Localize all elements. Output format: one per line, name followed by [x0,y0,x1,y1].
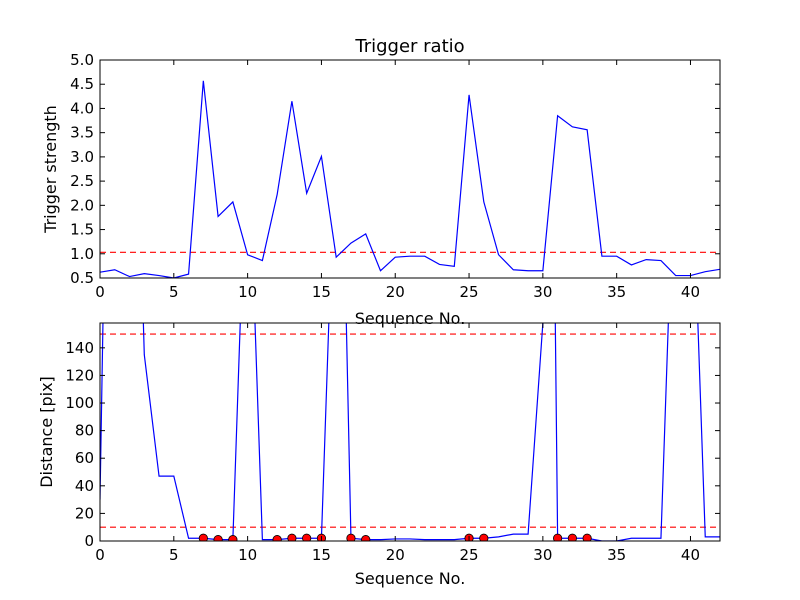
trigger-ratio-chart: Trigger ratio 0 5 10 15 20 25 30 35 40 0.5 1.0 1.5 2… [41,36,721,328]
data-point-marker [213,535,223,541]
y-tick-label: 1.5 [70,221,94,239]
x-tick-label: 10 [238,283,257,301]
x-tick-label: 25 [460,283,479,301]
y-tick-label: 2.0 [70,196,94,214]
data-point-marker [582,533,592,541]
x-tick-label: 35 [607,546,626,564]
data-point-marker [567,533,577,541]
x-tick-label: 30 [533,546,552,564]
x-tick-label: 20 [386,283,405,301]
y-tick-label: 20 [75,504,94,522]
x-tick-label: 40 [681,283,700,301]
data-point-marker [272,535,282,541]
axes-frame [99,59,721,279]
y-tick-label: 60 [75,449,94,467]
y-axis-label: Distance [pix] [37,376,56,488]
x-tick-label: 5 [169,283,179,301]
data-point-marker [228,535,238,541]
x-tick-label: 40 [681,546,700,564]
x-tick-label: 25 [460,546,479,564]
y-tick-label: 2.5 [70,172,94,190]
x-tick-label: 10 [238,546,257,564]
y-tick-label: 5.0 [70,51,94,69]
x-tick-label: 20 [386,546,405,564]
x-tick-label: 0 [95,546,105,564]
chart-title: Trigger ratio [354,36,464,57]
data-point-marker [361,535,371,541]
x-tick-label: 5 [169,546,179,564]
y-tick-label: 1.0 [70,245,94,263]
series-line [100,80,720,278]
axes-frame [99,322,721,542]
y-axis-label: Trigger strength [41,105,60,234]
y-tick-label: 100 [65,394,94,412]
x-axis-label: Sequence No. [355,569,466,588]
y-tick-label: 0.5 [70,269,94,287]
y-tick-label: 3.0 [70,148,94,166]
y-tick-label: 4.5 [70,75,94,93]
y-tick-label: 120 [65,366,94,384]
y-tick-label: 40 [75,477,94,495]
x-axis-label: Sequence No. [355,309,466,328]
y-tick-label: 80 [75,422,94,440]
y-tick-label: 140 [65,339,94,357]
data-point-marker [302,533,312,541]
y-tick-label: 3.5 [70,124,94,142]
x-tick-label: 15 [312,283,331,301]
data-point-marker [287,533,297,541]
distance-chart: 0 5 10 15 20 25 30 35 40 0 20 40 60 80 100 120 140 Seque… [37,322,721,588]
x-tick-label: 30 [533,283,552,301]
data-point-marker [198,533,208,541]
x-tick-label: 35 [607,283,626,301]
y-tick-label: 0 [84,532,94,550]
x-tick-label: 0 [95,283,105,301]
data-point-marker [553,533,563,541]
data-point-marker [479,533,489,541]
y-tick-label: 4.0 [70,99,94,117]
data-point-marker [346,533,356,541]
x-tick-label: 15 [312,546,331,564]
